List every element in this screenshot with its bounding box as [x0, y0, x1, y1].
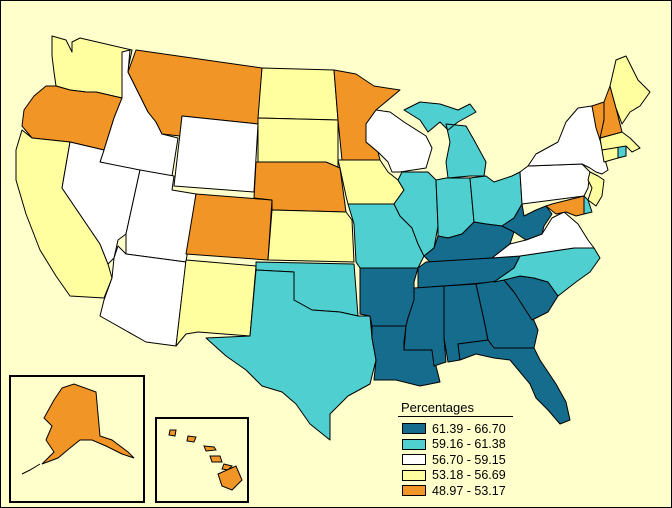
state-FL [457, 339, 571, 425]
state-NJ [587, 171, 605, 207]
state-CO [185, 193, 273, 261]
state-WV [501, 203, 553, 241]
state-KS [267, 209, 355, 263]
legend-swatch [402, 454, 426, 466]
state-AK [41, 383, 135, 465]
state-WY [173, 115, 259, 193]
legend-label: 56.70 - 59.15 [432, 452, 506, 467]
alaska-inset-frame [9, 375, 145, 503]
state-VA [491, 211, 595, 259]
state-ND [257, 67, 339, 121]
legend-item: 59.16 - 61.38 [398, 437, 548, 453]
state-AZ [99, 245, 187, 347]
state-MA [599, 131, 641, 153]
legend-label: 61.39 - 66.70 [432, 421, 506, 436]
state-MD [545, 195, 585, 217]
legend-item: 48.97 - 53.17 [398, 483, 548, 499]
state-WI [365, 109, 433, 173]
legend: Percentages 61.39 - 66.70 59.16 - 61.38 … [398, 400, 548, 499]
legend-swatch [402, 438, 426, 450]
legend-swatch [402, 423, 426, 435]
legend-label: 59.16 - 61.38 [432, 437, 506, 452]
legend-item: 61.39 - 66.70 [398, 421, 548, 437]
state-TX [205, 269, 377, 441]
legend-item: 53.18 - 56.69 [398, 468, 548, 484]
state-MI [403, 101, 487, 179]
state-LA [371, 325, 441, 387]
state-RI [617, 145, 627, 159]
legend-swatch [402, 485, 426, 497]
legend-item: 56.70 - 59.15 [398, 452, 548, 468]
state-NM [175, 259, 257, 347]
aleutian-islands [21, 463, 41, 475]
legend-title: Percentages [398, 400, 513, 417]
hawaii-inset-frame [155, 417, 249, 503]
state-NV [61, 141, 141, 265]
state-ME [609, 55, 651, 125]
legend-label: 53.18 - 56.69 [432, 468, 506, 483]
state-HI [168, 429, 243, 491]
legend-swatch [402, 469, 426, 481]
legend-label: 48.97 - 53.17 [432, 483, 506, 498]
